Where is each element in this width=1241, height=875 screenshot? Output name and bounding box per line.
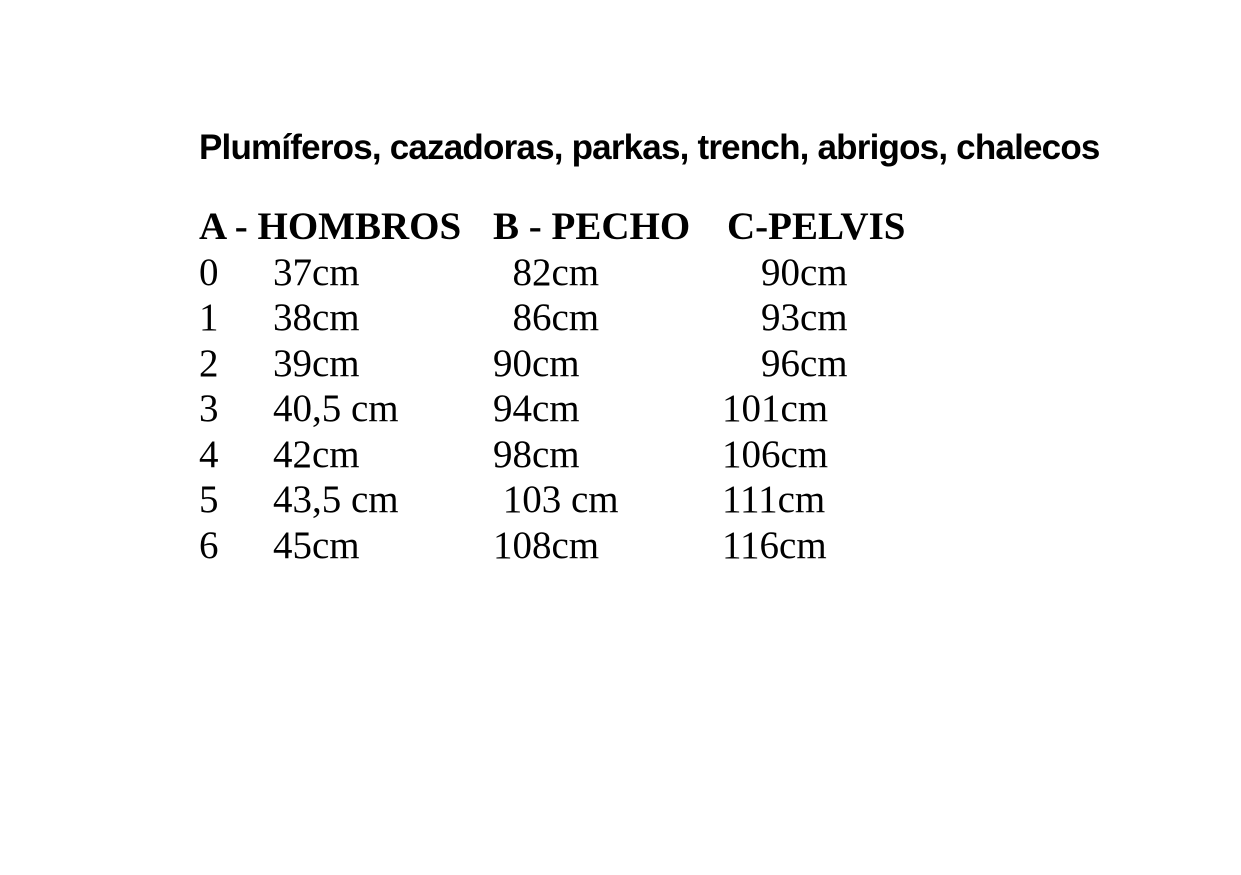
pecho-cell: 86cm (493, 296, 600, 339)
pelvis-cell: 116cm (722, 523, 827, 567)
pelvis-cell: 106cm (722, 432, 829, 476)
size-table: A - HOMBROS B - PECHO C-PELVIS 0 37cm 82… (199, 204, 1189, 568)
size-cell: 4 (199, 432, 219, 476)
size-guide-content: Plumíferos, cazadoras, parkas, trench, a… (199, 128, 1189, 568)
hombros-cell: 38cm (273, 296, 360, 339)
page-title: Plumíferos, cazadoras, parkas, trench, a… (199, 128, 1100, 167)
table-row: 5 43,5 cm 103 cm 111cm (199, 477, 1189, 523)
pecho-cell: 94cm (493, 387, 580, 430)
pelvis-cell: 96cm (722, 341, 848, 385)
size-cell: 2 (199, 341, 219, 385)
hombros-cell: 39cm (273, 341, 360, 385)
hombros-cell: 40,5 cm (273, 387, 399, 430)
size-cell: 3 (199, 387, 219, 430)
pecho-cell: 82cm (493, 250, 600, 294)
table-row: 1 38cm 86cm 93cm (199, 295, 1189, 341)
hombros-cell: 42cm (273, 432, 360, 476)
table-header-row: A - HOMBROS B - PECHO C-PELVIS (199, 204, 1189, 250)
size-cell: 6 (199, 523, 219, 567)
table-row: 4 42cm 98cm 106cm (199, 432, 1189, 478)
table-row: 3 40,5 cm 94cm 101cm (199, 386, 1189, 432)
pecho-cell: 90cm (493, 341, 580, 385)
hombros-cell: 37cm (273, 250, 360, 294)
pecho-cell: 108cm (493, 523, 600, 567)
size-cell: 5 (199, 478, 219, 521)
header-pecho: B - PECHO (493, 205, 691, 248)
table-row: 0 37cm 82cm 90cm (199, 250, 1189, 296)
pelvis-cell: 90cm (722, 250, 848, 294)
header-hombros: A - HOMBROS (199, 205, 462, 248)
pelvis-cell: 101cm (722, 387, 829, 430)
size-cell: 1 (199, 296, 219, 339)
pelvis-cell: 111cm (722, 478, 826, 521)
table-row: 6 45cm 108cm 116cm (199, 523, 1189, 569)
size-cell: 0 (199, 250, 219, 294)
header-pelvis: C-PELVIS (727, 205, 906, 248)
hombros-cell: 45cm (273, 523, 360, 567)
pelvis-cell: 93cm (722, 296, 848, 339)
hombros-cell: 43,5 cm (273, 478, 399, 521)
pecho-cell: 103 cm (493, 478, 619, 521)
pecho-cell: 98cm (493, 432, 580, 476)
table-row: 2 39cm 90cm 96cm (199, 341, 1189, 387)
